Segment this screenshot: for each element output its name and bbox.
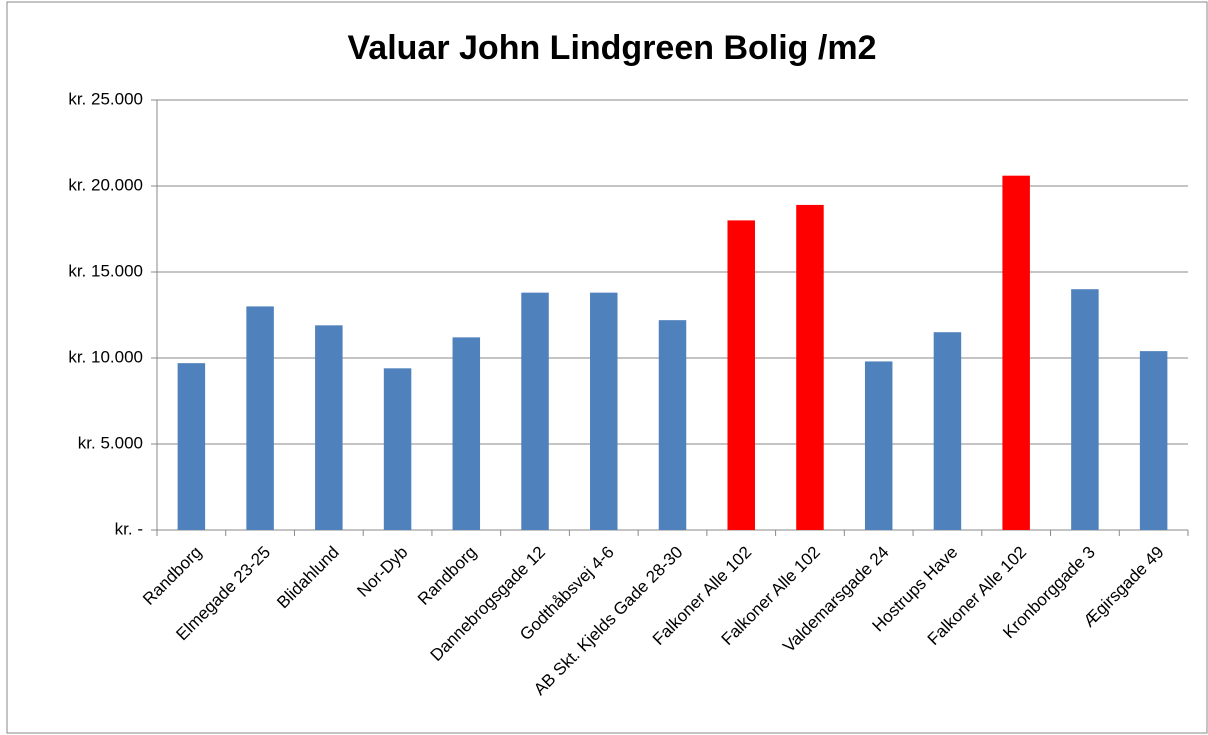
bar <box>1139 351 1168 530</box>
y-tick-label: kr. 15.000 <box>68 261 143 280</box>
chart-title: Valuar John Lindgreen Bolig /m2 <box>348 29 877 67</box>
y-tick-label: kr. 25.000 <box>68 89 143 108</box>
bar <box>864 361 893 530</box>
bar <box>590 292 618 530</box>
bar <box>246 306 274 530</box>
bar <box>727 220 755 530</box>
bar <box>177 363 206 530</box>
bar <box>658 320 687 530</box>
bar <box>1071 289 1099 530</box>
bar <box>796 204 824 531</box>
bar <box>1002 175 1030 530</box>
y-tick-label: kr. - <box>115 519 143 538</box>
y-tick-label: kr. 5.000 <box>78 433 143 452</box>
bar <box>315 325 343 530</box>
y-tick-label: kr. 20.000 <box>68 175 143 194</box>
y-tick-label: kr. 10.000 <box>68 347 143 366</box>
bar <box>933 332 962 530</box>
bar <box>452 337 481 530</box>
bar <box>383 368 412 530</box>
bar <box>521 292 549 530</box>
